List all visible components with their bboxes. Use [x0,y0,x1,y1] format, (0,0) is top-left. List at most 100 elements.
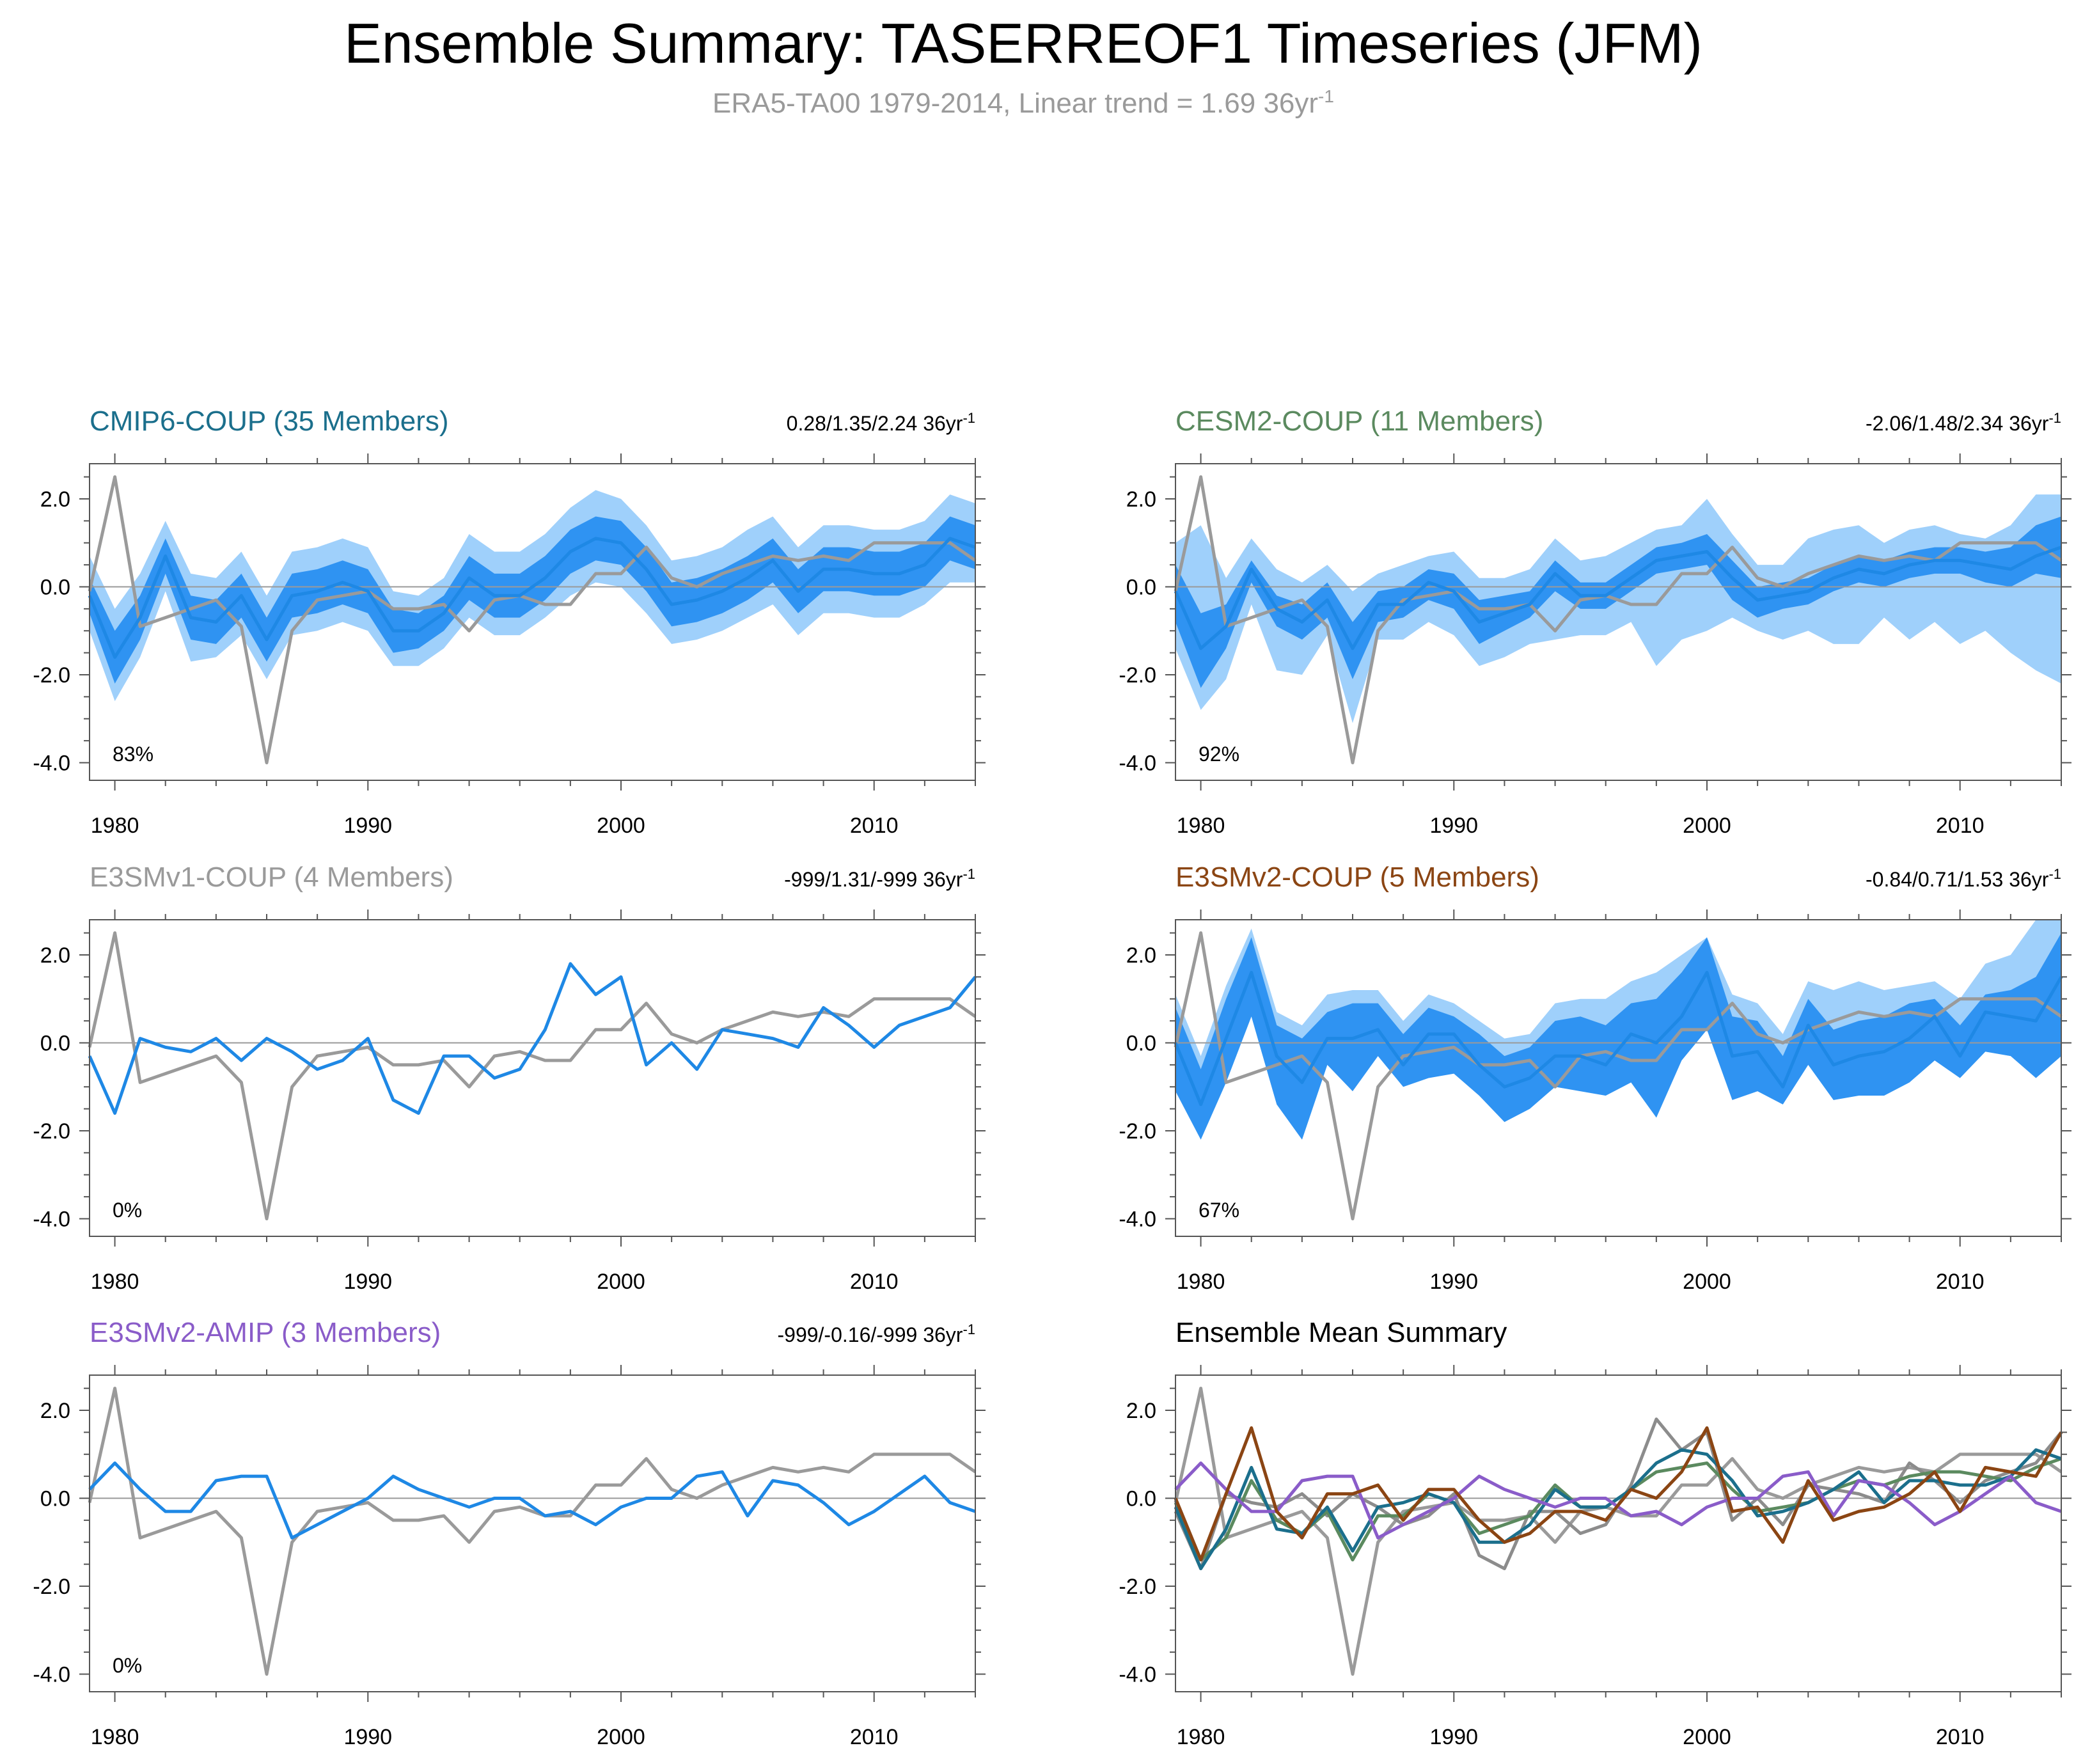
y-tick-label: -4.0 [1119,752,1156,776]
trend-text: 0.28/1.35/2.24 36yr [787,412,963,435]
series-line-cmip6-coup [1174,1448,2062,1570]
trend-text: -999/-0.16/-999 36yr [777,1323,963,1346]
x-tick-label: 1980 [91,1725,139,1749]
series-line-e3smv2-coup [1174,1426,2063,1562]
figure-subtitle: ERA5-TA00 1979-2014, Linear trend = 1.69… [712,86,1334,119]
x-tick-label: 2000 [597,814,645,838]
y-tick-label: -2.0 [1119,1119,1156,1144]
y-tick-label: -4.0 [33,1208,70,1232]
panel-title: Ensemble Mean Summary [1175,1317,1507,1348]
series-line-ensemble-mean [88,537,976,659]
panel-4: E3SMv2-COUP (5 Members) -0.84/0.71/1.53 3… [1119,862,2071,1294]
trend-text: -2.06/1.48/2.34 36yr [1866,412,2049,435]
x-tick-label: 2010 [850,814,899,838]
percent-label: 67% [1199,1199,1239,1222]
x-tick-label: 2010 [850,1725,899,1749]
trend-superscript: -1 [963,1321,975,1337]
x-tick-label: 1980 [91,1270,139,1294]
y-tick-label: -2.0 [1119,663,1156,688]
x-tick-label: 1990 [343,814,392,838]
series-line-era5-ta00 [88,931,977,1220]
x-tick-label: 1980 [1177,1725,1225,1749]
panels-container: CMIP6-COUP (35 Members) 0.28/1.35/2.24 36… [33,406,2071,1749]
trend-text: -999/1.31/-999 36yr [784,868,963,891]
series-line-ensemble-mean [88,962,977,1115]
trend-superscript: -1 [2048,410,2061,426]
y-tick-label: 0.0 [40,1032,70,1056]
panel-2: CESM2-COUP (11 Members) -2.06/1.48/2.34 3… [1119,406,2071,838]
trend-superscript: -1 [963,866,975,882]
y-tick-label: 2.0 [40,1399,70,1423]
y-tick-label: 2.0 [40,487,70,512]
inner-range-band [1175,933,2061,1140]
trend-text: -0.84/0.71/1.53 36yr [1866,868,2049,891]
x-tick-label: 2000 [1683,1725,1731,1749]
x-tick-label: 1980 [1177,814,1225,838]
x-tick-label: 2010 [850,1270,899,1294]
panel-title: CESM2-COUP (11 Members) [1175,406,1543,437]
series-line-e3smv1-coup [1174,1417,2063,1570]
x-tick-label: 1990 [343,1270,392,1294]
x-tick-label: 2000 [597,1725,645,1749]
panel-title: E3SMv2-AMIP (3 Members) [90,1317,441,1348]
plot-frame [1175,919,2062,1237]
panel-6: Ensemble Mean Summary 2.0 0.0 -2.0 -4.0 1980 1… [1119,1317,2071,1749]
y-tick-label: -4.0 [33,1663,70,1687]
y-tick-label: 2.0 [1126,1399,1156,1423]
panel-title: E3SMv2-COUP (5 Members) [1175,862,1539,893]
plot-frame [1175,1374,2062,1692]
x-tick-label: 1990 [1429,814,1478,838]
y-tick-label: -4.0 [1119,1208,1156,1232]
panel-trend-label: 0.28/1.35/2.24 36yr-1 [787,410,975,435]
plot-frame [89,919,976,1237]
x-tick-label: 1990 [1429,1725,1478,1749]
y-tick-label: -4.0 [1119,1663,1156,1687]
series-line-era5-ta00 [1174,475,2063,764]
panel-title: E3SMv1-COUP (4 Members) [90,862,453,893]
panel-3: E3SMv1-COUP (4 Members) -999/1.31/-999 36… [33,862,986,1294]
panel-1: CMIP6-COUP (35 Members) 0.28/1.35/2.24 36… [33,406,986,838]
x-tick-label: 2000 [1683,814,1731,838]
y-tick-label: -4.0 [33,752,70,776]
y-tick-label: 2.0 [1126,943,1156,968]
subtitle-text: ERA5-TA00 1979-2014, Linear trend = 1.69… [712,88,1318,119]
plot-frame [89,1374,976,1692]
y-tick-label: 0.0 [40,576,70,600]
x-tick-label: 1990 [343,1725,392,1749]
x-tick-label: 2010 [1936,1725,1985,1749]
x-tick-label: 2010 [1936,1270,1985,1294]
y-tick-label: 0.0 [1126,1487,1156,1511]
panel-trend-label: -0.84/0.71/1.53 36yr-1 [1866,866,2061,891]
y-tick-label: -2.0 [33,1575,70,1599]
percent-label: 92% [1199,743,1239,766]
panel-title: CMIP6-COUP (35 Members) [90,406,449,437]
series-line-ensemble-mean [1174,546,2062,650]
panel-trend-label: -999/-0.16/-999 36yr-1 [777,1321,975,1346]
x-tick-label: 1980 [1177,1270,1225,1294]
plot-frame [89,463,976,781]
series-line-era5-ta00 [88,1387,977,1676]
series-line-ensemble-mean [1174,971,2063,1106]
panel-trend-label: -2.06/1.48/2.34 36yr-1 [1866,410,2061,435]
trend-superscript: -1 [2048,866,2061,882]
figure-title: Ensemble Summary: TASERREOF1 Timeseries … [344,12,1702,75]
outer-range-band [1175,494,2061,723]
y-tick-label: -2.0 [1119,1575,1156,1599]
subtitle-superscript: -1 [1318,86,1334,106]
series-line-era5-ta00 [1174,931,2063,1220]
series-line-cesm2-coup [1174,1457,2062,1562]
plot-frame [1175,463,2062,781]
y-tick-label: 2.0 [1126,487,1156,512]
y-tick-label: 2.0 [40,943,70,968]
panel-5: E3SMv2-AMIP (3 Members) -999/-0.16/-999 3… [33,1317,986,1749]
x-tick-label: 2000 [1683,1270,1731,1294]
y-tick-label: 0.0 [1126,576,1156,600]
percent-label: 83% [113,743,153,766]
x-tick-label: 2010 [1936,814,1985,838]
percent-label: 0% [113,1199,142,1222]
panel-trend-label: -999/1.31/-999 36yr-1 [784,866,975,891]
y-tick-label: 0.0 [1126,1032,1156,1056]
y-tick-label: -2.0 [33,663,70,688]
y-tick-label: -2.0 [33,1119,70,1144]
